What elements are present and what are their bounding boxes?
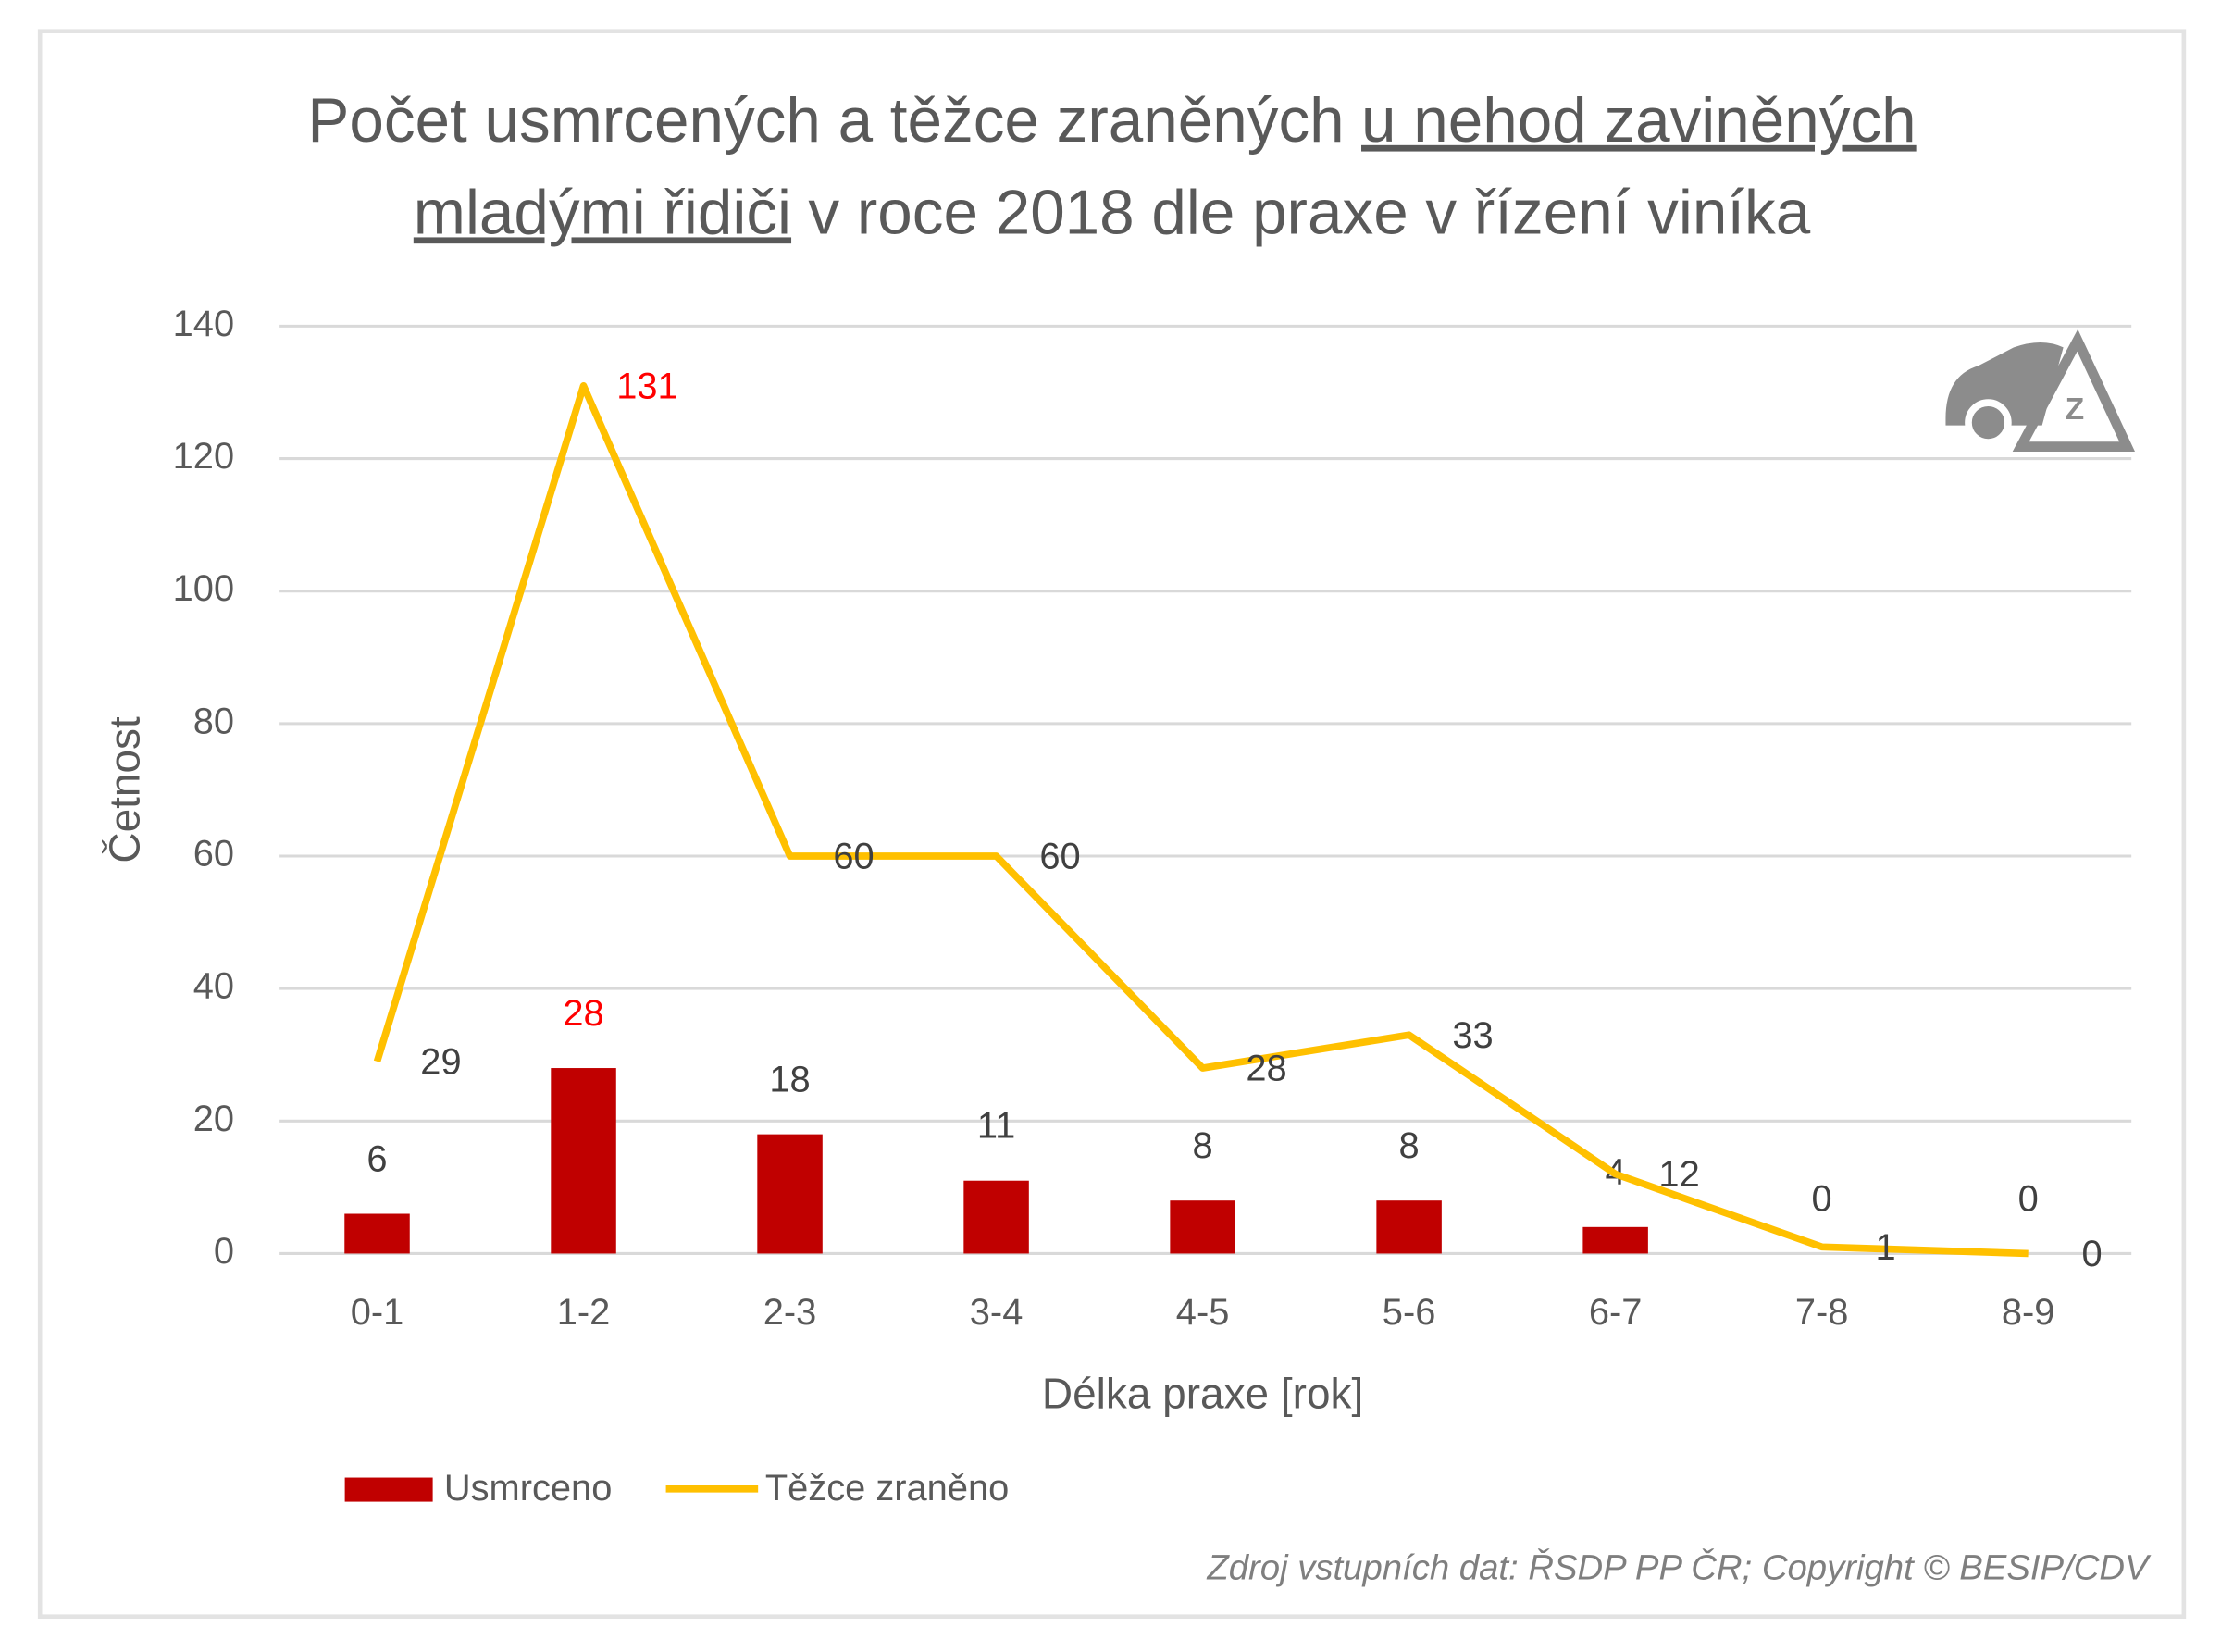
x-tick-label: 5-6: [1383, 1292, 1436, 1333]
data-label: 28: [1246, 1049, 1286, 1089]
bar: [1170, 1200, 1235, 1254]
data-label: 11: [977, 1106, 1015, 1147]
chart-title: mladými řidiči v roce 2018 dle praxe v ří…: [414, 178, 1811, 247]
data-label: 1: [1876, 1227, 1896, 1268]
y-tick-label: 140: [173, 304, 234, 344]
bar: [551, 1068, 616, 1254]
source-note: Zdroj vstupních dat: ŘSDP PP ČR; Copyrig…: [1206, 1546, 2152, 1587]
x-tick-label: 8-9: [2002, 1292, 2055, 1333]
data-label: 33: [1452, 1015, 1493, 1056]
data-label: 0: [1812, 1178, 1832, 1219]
x-tick-label: 6-7: [1589, 1292, 1643, 1333]
data-label: 28: [563, 993, 603, 1034]
x-tick-label: 7-8: [1795, 1292, 1849, 1333]
x-tick-label: 4-5: [1176, 1292, 1230, 1333]
x-axis-title: Délka praxe [rok]: [1042, 1369, 1363, 1417]
legend-label: Usmrceno: [444, 1468, 612, 1509]
title-part: v roce 2018 dle praxe v řízení viníka: [808, 178, 1810, 247]
bar: [1582, 1226, 1648, 1254]
data-label: 8: [1399, 1125, 1420, 1166]
icon-letter: Z: [2066, 391, 2085, 427]
data-label: 18: [769, 1059, 810, 1099]
y-tick-label: 40: [193, 966, 234, 1007]
y-axis-title: Četnost: [100, 716, 148, 863]
bar: [757, 1134, 823, 1254]
data-label: 6: [366, 1138, 387, 1179]
y-tick-label: 80: [193, 701, 234, 741]
x-tick-label: 1-2: [557, 1292, 611, 1333]
data-label: 8: [1193, 1125, 1213, 1166]
bar: [344, 1213, 410, 1254]
car-wheel: [1965, 399, 2012, 446]
data-label: 0: [2082, 1234, 2103, 1274]
legend-swatch: [344, 1477, 433, 1502]
x-tick-label: 2-3: [763, 1292, 817, 1333]
warning-triangle: [2012, 329, 2135, 453]
y-tick-label: 100: [173, 568, 234, 609]
title-part: Počet usmrcených a těžce zraněných: [307, 86, 1344, 155]
title-part: u nehod zaviněných: [1361, 86, 1917, 155]
data-label: 131: [616, 366, 677, 406]
bar: [1376, 1200, 1442, 1254]
data-label: 0: [2018, 1178, 2039, 1219]
data-label: 12: [1658, 1154, 1699, 1195]
line: [373, 381, 2029, 1258]
x-tick-label: 3-4: [970, 1292, 1024, 1333]
data-label: 60: [833, 837, 874, 877]
data-label: 29: [420, 1041, 461, 1082]
data-label: 60: [1039, 837, 1080, 877]
y-tick-label: 120: [173, 436, 234, 477]
x-tick-label: 0-1: [351, 1292, 404, 1333]
y-tick-label: 0: [214, 1231, 234, 1272]
legend-label: Těžce zraněno: [765, 1468, 1009, 1509]
y-tick-label: 60: [193, 834, 234, 875]
title-part: mladými řidiči: [414, 178, 791, 247]
bar: [963, 1180, 1029, 1254]
y-tick-label: 20: [193, 1099, 234, 1139]
chart-frame: [37, 29, 2187, 1619]
car-icon: Z: [1945, 329, 2135, 453]
chart-title: Počet usmrcených a těžce zraněných u neho…: [307, 86, 1916, 155]
